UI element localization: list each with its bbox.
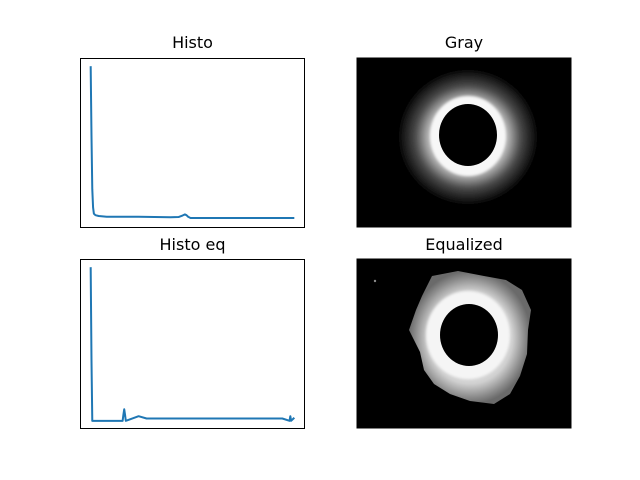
equalized-axes-frame	[356, 258, 572, 429]
gray-moon-disk	[439, 104, 497, 166]
gray-title: Gray	[445, 33, 483, 52]
equalized-moon-disk	[440, 304, 498, 366]
histo-panel: Histo	[80, 33, 305, 228]
equalized-speck	[373, 279, 377, 283]
histo-eq-title: Histo eq	[160, 235, 226, 254]
gray-image	[357, 58, 571, 227]
histo-line	[89, 66, 295, 219]
equalized-image	[357, 259, 571, 428]
histo-eq-line	[89, 267, 296, 422]
histo-axes-frame	[80, 58, 305, 228]
equalized-panel: Equalized	[356, 235, 572, 429]
histo-title: Histo	[172, 33, 213, 52]
equalized-title: Equalized	[425, 235, 503, 254]
histo-eq-panel: Histo eq	[80, 235, 305, 429]
gray-panel: Gray	[356, 33, 572, 228]
gray-axes-frame	[356, 57, 572, 228]
histo-eq-plot-area	[89, 267, 296, 422]
histo-plot-area	[89, 66, 295, 219]
histo-eq-axes-frame	[80, 259, 305, 429]
